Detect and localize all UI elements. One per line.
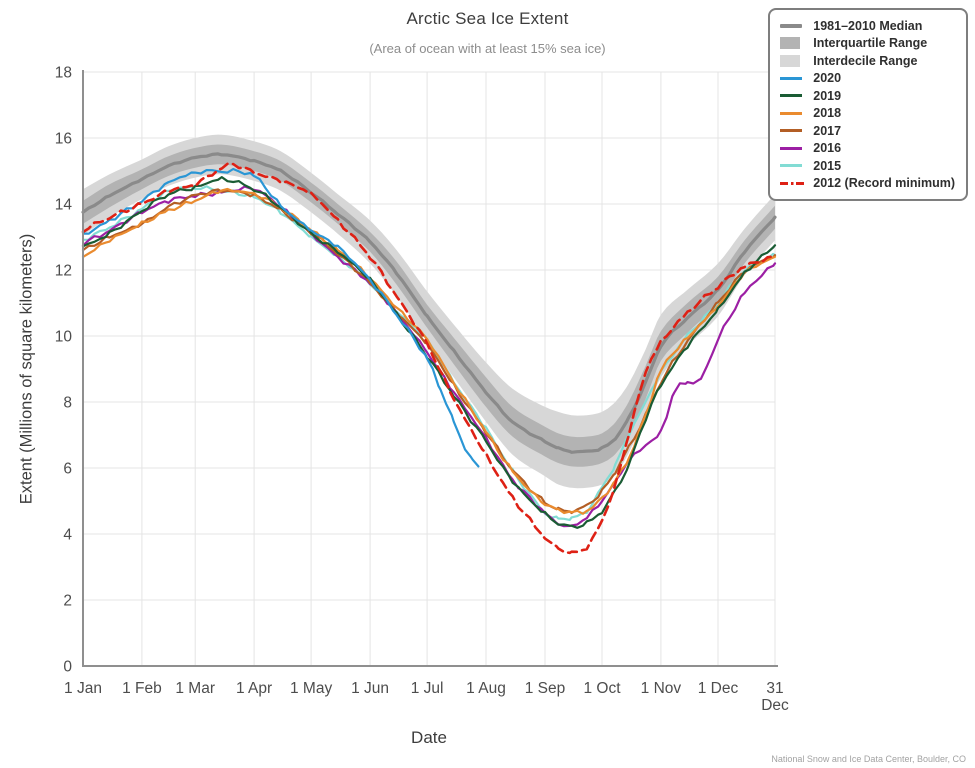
- legend-item-2015[interactable]: 2015: [780, 158, 955, 173]
- series-2019[interactable]: [81, 176, 777, 529]
- y-tick-label: 14: [55, 197, 73, 214]
- y-tick-label: 0: [63, 659, 72, 676]
- legend-label: 2017: [813, 123, 842, 138]
- series-2020[interactable]: [81, 167, 480, 468]
- x-tick-label: 1 Feb: [122, 680, 162, 697]
- x-tick-label: 1 May: [290, 680, 332, 697]
- legend-label: 1981–2010 Median: [813, 18, 923, 33]
- x-tick-label: 1 Jun: [351, 680, 389, 697]
- x-tick-label: 1 Oct: [583, 680, 621, 697]
- legend-item-interdecile-range[interactable]: Interdecile Range: [780, 53, 955, 68]
- x-tick-label: 1 Dec: [698, 680, 739, 697]
- legend-item-1981-2010-median[interactable]: 1981–2010 Median: [780, 18, 955, 33]
- legend-item-2018[interactable]: 2018: [780, 106, 955, 120]
- y-tick-label: 16: [55, 131, 72, 148]
- legend-box: 1981–2010 Median Interquartile Range Inter…: [768, 8, 968, 201]
- series-2018[interactable]: [81, 187, 777, 515]
- tick-labels: 0 2 4 6 8 10 12 14 16 18 1 Jan 1 Feb 1 Mar 1 Apr 1 May…: [55, 65, 789, 715]
- x-tick-label: 1 Aug: [466, 680, 506, 697]
- x-tick-label: 1 Apr: [236, 680, 272, 697]
- interquartile-range-band: [83, 144, 775, 467]
- legend-item-interquartile-range[interactable]: Interquartile Range: [780, 36, 955, 50]
- x-tick-label: 1 Nov: [641, 680, 682, 697]
- page-subtitle: (Area of ocean with at least 15% sea ice…: [369, 41, 606, 56]
- legend-label: 2015: [813, 158, 842, 173]
- legend-label: Interquartile Range: [813, 36, 928, 50]
- legend-swatch: [780, 146, 804, 150]
- axes: [82, 70, 778, 667]
- legend-swatch: [780, 129, 804, 132]
- x-tick-label: 1 Mar: [175, 680, 215, 697]
- y-tick-label: 8: [63, 395, 72, 412]
- legend-swatch: [780, 164, 804, 167]
- x-axis-title: Date: [411, 728, 447, 747]
- y-tick-label: 6: [63, 461, 72, 478]
- legend-label: 2012 (Record minimum): [813, 176, 955, 190]
- y-tick-label: 18: [55, 65, 72, 82]
- legend-item-2016[interactable]: 2016: [780, 141, 955, 155]
- y-tick-label: 12: [55, 263, 72, 280]
- legend-swatch: [780, 111, 804, 115]
- legend-label: 2018: [813, 106, 842, 120]
- legend-label: 2019: [813, 88, 842, 103]
- legend-item-2012-record-minimum[interactable]: 2012 (Record minimum): [780, 176, 955, 190]
- y-tick-label: 2: [63, 593, 72, 610]
- legend-swatch: [780, 23, 804, 28]
- legend-swatch: [780, 37, 804, 49]
- legend-label: 2020: [813, 71, 842, 85]
- x-tick-label: 1 Sep: [525, 680, 566, 697]
- legend-item-2020[interactable]: 2020: [780, 71, 955, 85]
- page-title: Arctic Sea Ice Extent: [406, 9, 569, 28]
- y-tick-label: 10: [55, 329, 73, 346]
- legend-item-2019[interactable]: 2019: [780, 88, 955, 103]
- year-series: [81, 162, 777, 555]
- y-axis-title: Extent (Millions of square kilometers): [17, 233, 36, 505]
- x-tick-label: 1 Jan: [64, 680, 102, 697]
- legend-label: Interdecile Range: [813, 53, 918, 68]
- legend-swatch: [780, 94, 804, 97]
- series-2012-record-minimum[interactable]: [81, 162, 777, 555]
- legend-swatch: [780, 76, 804, 80]
- x-tick-label: Dec: [761, 697, 789, 714]
- x-tick-label: 31: [766, 680, 783, 697]
- median-line: [81, 152, 777, 454]
- climatology-bands: [81, 134, 777, 489]
- legend-swatch: [780, 181, 805, 185]
- data-source-credit: National Snow and Ice Data Center, Bould…: [771, 754, 966, 764]
- legend-swatch: [780, 54, 804, 67]
- series-2017[interactable]: [81, 188, 777, 515]
- legend-item-2017[interactable]: 2017: [780, 123, 955, 138]
- x-tick-label: 1 Jul: [411, 680, 444, 697]
- y-tick-label: 4: [63, 527, 72, 544]
- legend-label: 2016: [813, 141, 842, 155]
